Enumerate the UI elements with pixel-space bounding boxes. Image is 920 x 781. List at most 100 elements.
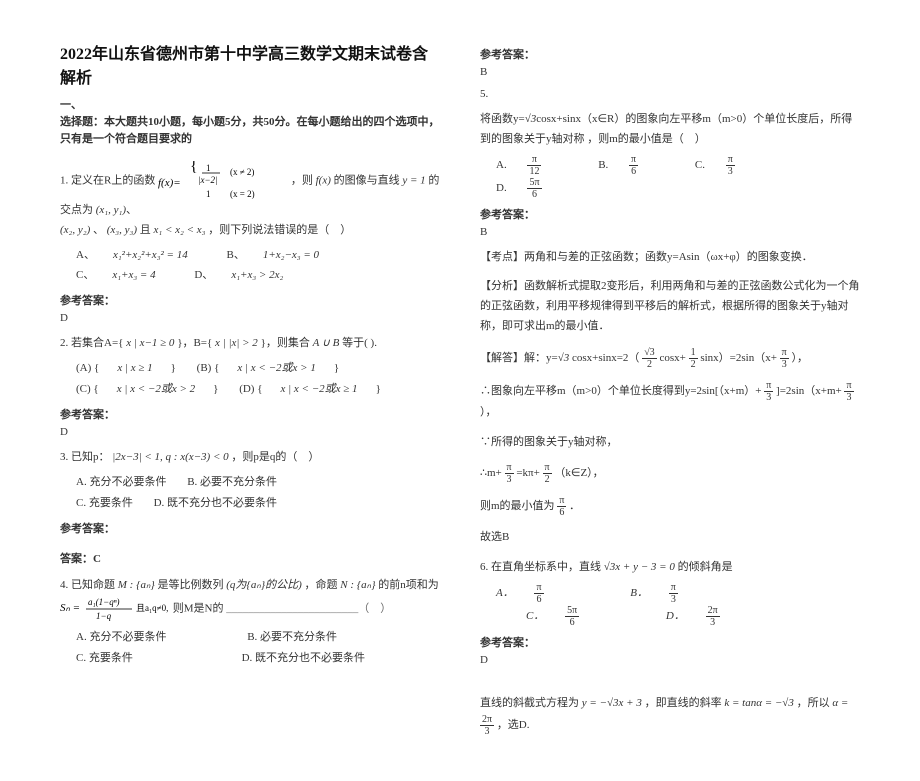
question-2: 2. 若集合A={ x | x−1 ≥ 0 }，B={ x | |x| > 2 … [60, 334, 440, 354]
q1-opt-a: A、x₁²+x₂²+x₃² = 14 [76, 249, 206, 261]
svg-text:且a₁q≠0,: 且a₁q≠0, [136, 603, 168, 613]
formula-icon: (x₂, y₂) [60, 224, 90, 236]
svg-text:|x−2|: |x−2| [198, 175, 218, 185]
q5-line6: 则m的最小值为 π6 ． [480, 495, 860, 518]
q5-options: A. π12 B. π6 C. π3 D. 5π6 [496, 154, 860, 200]
svg-text:1: 1 [206, 189, 211, 199]
q6-answer: D [480, 654, 860, 666]
q3-options: A. 充分不必要条件 B. 必要不充分条件 C. 充要条件 D. 既不充分也不必… [76, 472, 440, 514]
formula-icon: α = [832, 697, 848, 709]
q3-opt-c: C. 充要条件 [76, 497, 133, 509]
q5-number: 5. [480, 88, 860, 100]
formula-icon: x | |x| > 2 [215, 337, 258, 349]
formula-icon: N : {aₙ} [340, 579, 375, 591]
q6-opt-b: B． π3 [630, 587, 714, 599]
formula-icon: M : {aₙ} [118, 579, 155, 591]
formula-icon: x₁ < x₂ < x₃ [154, 224, 206, 236]
q5-line7: 故选B [480, 528, 860, 548]
q5-opt-d: D. 5π6 [496, 182, 578, 194]
svg-text:Sₙ =: Sₙ = [60, 602, 80, 614]
q6-opt-c: C． 5π6 [526, 610, 615, 622]
q3-opt-d: D. 既不充分也不必要条件 [154, 497, 277, 509]
formula-icon: Sₙ = a₁(1−qⁿ) 1−q 且a₁q≠0, [60, 595, 170, 623]
q6-opt-d: D． 2π3 [666, 610, 756, 622]
formula-icon: √3x + y − 3 = 0 [604, 561, 675, 573]
question-3: 3. 已知p： |2x−3| < 1, q : x(x−3) < 0 ，则p是q… [60, 448, 440, 468]
q2-opt-d: (D) {x | x < −2或x ≥ 1} [239, 383, 381, 395]
q4-opt-a: A. 充分不必要条件 [76, 631, 166, 643]
answer-label: 参考答案： [60, 406, 440, 422]
q2-answer: D [60, 426, 440, 438]
q1-opt-c: C、x₁+x₃ = 4 [76, 269, 174, 281]
question-1: 1. 定义在R上的函数 f(x)= { 1 |x−2| (x ≠ 2) 1 (x… [60, 161, 440, 241]
answer-label: 参考答案： [480, 634, 860, 650]
answer-label: 参考答案： [480, 46, 860, 62]
svg-text:{: { [190, 161, 198, 175]
q1-opt-d: D、x₁+x₃ > 2x₂ [194, 269, 301, 281]
q5-jieda: 【解答】解：y=√3 cosx+sinx=2（ √32 cosx+ 12 sin… [480, 347, 860, 370]
question-4: 4. 已知命题 M : {aₙ} 是等比例数列 (q为{aₙ}的公比) ，命题 … [60, 576, 440, 624]
formula-icon: k = tanα = −√3 [724, 697, 794, 709]
page-title: 2022年山东省德州市第十中学高三数学文期末试卷含解析 [60, 40, 440, 88]
q3-opt-a: A. 充分不必要条件 [76, 476, 166, 488]
prev-answer: B [480, 66, 860, 78]
section-one: 一、 [60, 96, 440, 112]
text: 、 [93, 224, 104, 236]
q5-kaodian: 【考点】两角和与差的正弦函数；函数y=Asin（ωx+φ）的图象变换． [480, 248, 860, 268]
formula-icon: y = 1 [402, 175, 425, 187]
q4-opt-d: D. 既不充分也不必要条件 [242, 652, 365, 664]
q1-opt-b: B、1+x₂−x₃ = 0 [227, 249, 338, 261]
q6-explanation: 直线的斜截式方程为 y = −√3x + 3 ，即直线的斜率 k = tanα … [480, 694, 860, 737]
q3-opt-b: B. 必要不充分条件 [187, 476, 277, 488]
q5-answer: B [480, 226, 860, 238]
answer-label: 参考答案： [60, 292, 440, 308]
formula-icon: (q为{aₙ}的公比) [226, 579, 302, 591]
svg-text:1−q: 1−q [96, 611, 112, 621]
svg-text:(x = 2): (x = 2) [230, 189, 255, 199]
answer-label: 参考答案： [60, 520, 440, 536]
formula-icon: |2x−3| < 1, q : x(x−3) < 0 [112, 451, 228, 463]
q1-mid: ，则 [291, 175, 313, 187]
q2-opt-c: (C) {x | x < −2或x > 2} [76, 383, 218, 395]
svg-text:a₁(1−qⁿ): a₁(1−qⁿ) [88, 597, 120, 607]
formula-icon: (x₃, y₃) [107, 224, 137, 236]
q5-line5: ∴m+ π3 =kπ+ π2 （k∈Z）， [480, 462, 860, 485]
svg-text:f(x)=: f(x)= [158, 177, 181, 189]
question-5: 将函数y=√3cosx+sinx（x∈R）的图象向左平移m（m>0）个单位长度后… [480, 110, 860, 150]
q1-options: A、x₁²+x₂²+x₃² = 14 B、1+x₂−x₃ = 0 C、x₁+x₃… [76, 245, 440, 287]
answer-label: 参考答案： [480, 206, 860, 222]
q1-answer: D [60, 312, 440, 324]
q1-tail: 的图像与直线 [334, 175, 400, 187]
left-column: 2022年山东省德州市第十中学高三数学文期末试卷含解析 一、 选择题：本大题共1… [60, 40, 440, 741]
q5-line3: ∴图象向左平移m（m>0）个单位长度得到y=2sin[（x+m）+ π3 ]=2… [480, 380, 860, 423]
q4-opt-c: C. 充要条件 [76, 652, 133, 664]
q3-answer: 答案：C [60, 550, 440, 566]
section-instruction: 选择题：本大题共10小题，每小题5分，共50分。在每小题给出的四个选项中，只有是… [60, 114, 440, 147]
q2-options: (A) {x | x ≥ 1} (B) {x | x < −2或x > 1} (… [76, 358, 440, 400]
q2-opt-a: (A) {x | x ≥ 1} [76, 362, 176, 374]
q1-line2c: ，则下列说法错误的是（ ） [208, 224, 351, 236]
q2-opt-b: (B) {x | x < −2或x > 1} [197, 362, 339, 374]
q5-opt-c: C. π3 [695, 159, 771, 171]
question-6: 6. 在直角坐标系中，直线 √3x + y − 3 = 0 的倾斜角是 [480, 558, 860, 578]
formula-icon: A ∪ B [313, 337, 340, 349]
q4-opt-b: B. 必要不充分条件 [247, 631, 337, 643]
text: 且 [140, 224, 151, 236]
formula-icon: x | x−1 ≥ 0 [126, 337, 174, 349]
formula-icon: y = −√3x + 3 [582, 697, 642, 709]
q1-prefix: 1. 定义在R上的函数 [60, 175, 155, 187]
q5-opt-a: A. π12 [496, 159, 577, 171]
svg-text:(x ≠ 2): (x ≠ 2) [230, 167, 254, 177]
q5-opt-b: B. π6 [598, 159, 674, 171]
q5-fenxi: 【分析】函数解析式提取2变形后，利用两角和与差的正弦函数公式化为一个角的正弦函数… [480, 277, 860, 336]
q5-line4: ∵所得的图象关于y轴对称， [480, 433, 860, 453]
q4-options: A. 充分不必要条件 B. 必要不充分条件 C. 充要条件 D. 既不充分也不必… [76, 627, 440, 669]
right-column: 参考答案： B 5. 将函数y=√3cosx+sinx（x∈R）的图象向左平移m… [480, 40, 860, 741]
formula-icon: f(x)= { 1 |x−2| (x ≠ 2) 1 (x = 2) [158, 161, 288, 201]
formula-icon: f(x) [316, 175, 331, 187]
svg-text:1: 1 [206, 163, 211, 173]
blank: ________________________（ ） [226, 603, 391, 615]
q6-options: A． π6 B． π3 C． 5π6 D． 2π3 [496, 582, 860, 628]
q6-opt-a: A． π6 [496, 587, 580, 599]
formula-icon: (x₁, y₁) [96, 204, 126, 216]
